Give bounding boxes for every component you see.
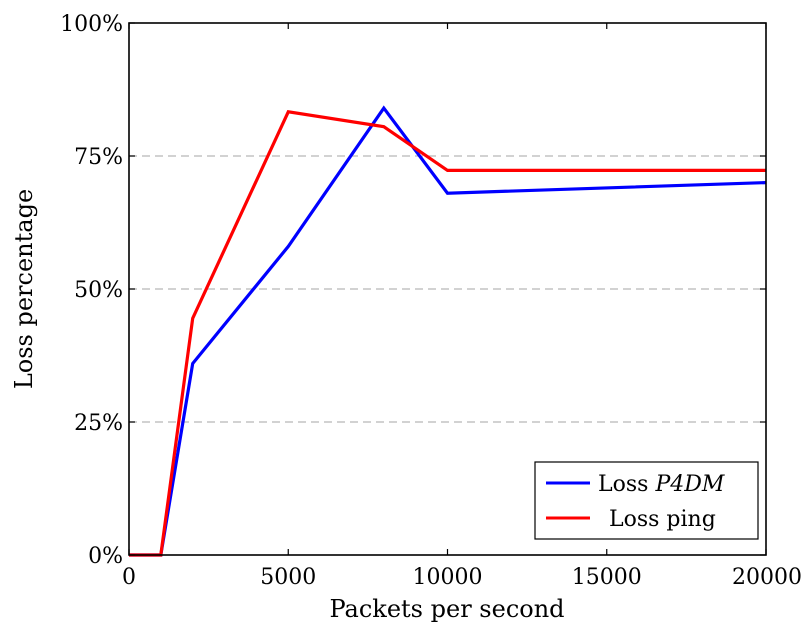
y-axis-ticks: 0% 25% 50% 75% 100% <box>60 12 766 569</box>
grid-lines <box>129 155 766 423</box>
x-tick-label-0: 0 <box>122 565 136 590</box>
legend-box <box>534 461 759 540</box>
y-tick-label-2: 50% <box>74 278 123 303</box>
y-axis-title: Loss percentage <box>10 189 38 389</box>
y-tick-label-3: 75% <box>74 145 123 170</box>
legend-label-p4dm-name: P4DM <box>654 472 724 497</box>
x-tick-label-3: 15000 <box>572 565 642 590</box>
x-axis-ticks: 0 5000 10000 15000 20000 <box>122 23 802 590</box>
y-tick-label-0: 0% <box>88 544 123 569</box>
legend-label-p4dm: Loss P4DM <box>598 472 725 497</box>
x-axis-title: Packets per second <box>329 595 564 623</box>
y-tick-label-1: 25% <box>74 411 123 436</box>
x-tick-label-4: 20000 <box>732 565 802 590</box>
y-tick-label-4: 100% <box>60 12 123 37</box>
legend: Loss P4DM Loss ping <box>534 461 759 540</box>
legend-label-p4dm-prefix: Loss <box>598 472 648 497</box>
x-tick-label-1: 5000 <box>260 565 316 590</box>
legend-label-ping: Loss ping <box>609 507 716 532</box>
x-tick-label-2: 10000 <box>413 565 483 590</box>
